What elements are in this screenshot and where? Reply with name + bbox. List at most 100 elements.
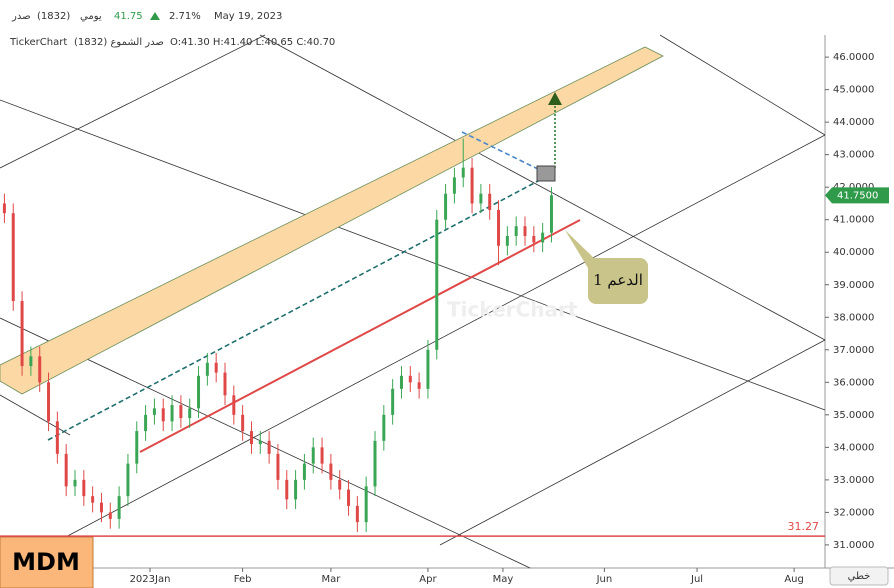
candle-body [55, 421, 59, 454]
candle-body [179, 405, 183, 419]
y-tick-label: 45.0000 [833, 85, 874, 96]
channel-band [0, 46, 664, 395]
candle-body [117, 496, 121, 519]
y-tick-label: 38.0000 [833, 312, 874, 323]
y-tick-label: 39.0000 [833, 280, 874, 291]
candle-body [514, 226, 518, 236]
scale-mode[interactable]: خطي [848, 571, 871, 582]
y-tick-label: 44.0000 [833, 117, 874, 128]
candle-body [329, 463, 333, 480]
candle-body [258, 440, 262, 445]
candle-body [188, 408, 192, 419]
candle-body [135, 431, 139, 464]
x-tick-label: Aug [784, 574, 804, 585]
marker-box [536, 165, 556, 182]
watermark: TickerChart [447, 298, 578, 322]
header-bar [0, 0, 894, 35]
candle-body [461, 167, 465, 178]
ticker-box [0, 536, 94, 588]
candle-body [488, 193, 492, 210]
candle-body [479, 193, 483, 204]
candle-body [320, 447, 324, 464]
candle-body [294, 479, 298, 500]
candle-body [523, 226, 527, 236]
code: (1832) [37, 11, 70, 22]
candle-body [347, 489, 351, 506]
period: يومي [80, 11, 102, 22]
candle-body [99, 502, 103, 513]
candle-body [444, 193, 448, 220]
y-tick-label: 32.0000 [833, 507, 874, 518]
x-tick-label: Jun [596, 574, 613, 585]
candle-body [497, 209, 501, 246]
scale-button[interactable] [829, 566, 889, 586]
brand: TickerChart [9, 37, 67, 48]
y-tick-label: 31.0000 [833, 540, 874, 551]
y-tick-label: 33.0000 [833, 475, 874, 486]
candle-body [126, 463, 130, 497]
candle-body [382, 414, 386, 441]
candle-body [426, 349, 430, 389]
ticker-label: MDM [12, 548, 80, 576]
trend-lines [0, 34, 826, 569]
candle-body [276, 453, 280, 480]
plot-area [0, 35, 825, 568]
candle-body [82, 479, 86, 497]
candle-body [452, 177, 456, 194]
candle-body [285, 479, 289, 500]
candle-body [355, 505, 359, 523]
candle-body [73, 479, 77, 487]
candle-body [249, 431, 253, 445]
candle-body [505, 235, 509, 246]
y-tick-label: 37.0000 [833, 345, 874, 356]
candle-body [435, 219, 439, 350]
y-tick-label: 34.0000 [833, 442, 874, 453]
y-tick-label: 46.0000 [833, 52, 874, 63]
candle-body [364, 486, 368, 523]
projection [461, 131, 541, 171]
x-tick-label: 2023Jan [130, 574, 171, 585]
candle-body [399, 375, 403, 389]
candle-body [20, 301, 24, 367]
candle-body [302, 463, 306, 480]
last-price-tag [825, 187, 889, 204]
x-tick-label: Mar [321, 574, 341, 585]
y-tick-label: 36.0000 [833, 377, 874, 388]
study: صدر الشموع (1832) [74, 37, 164, 48]
candle-body [373, 440, 377, 487]
candle-body [47, 382, 51, 422]
x-tick-label: Jul [690, 574, 703, 585]
symbol: صدر [11, 11, 31, 22]
candle-body [267, 440, 271, 454]
last: 41.75 [114, 11, 143, 22]
candle-body [152, 408, 156, 415]
candle-body [38, 356, 42, 383]
up-arrow [150, 12, 160, 20]
y-tick-label: 43.0000 [833, 150, 874, 161]
y-tick-label: 35.0000 [833, 410, 874, 421]
candle-body [197, 375, 201, 409]
support-trend [139, 219, 581, 453]
candle-body [232, 395, 236, 415]
y-tick-label: 40.0000 [833, 247, 874, 258]
candle-body [417, 382, 421, 389]
candle-body [205, 362, 209, 376]
candle-body [108, 512, 112, 519]
x-tick-label: Feb [234, 574, 252, 585]
candle-body [338, 479, 342, 490]
candle-body [549, 195, 553, 233]
candle-body [29, 356, 33, 367]
last-price-label: 41.7500 [837, 190, 878, 201]
ohlc: O:41.30 H:41.40 L:40.65 C:40.70 [170, 37, 335, 48]
candle-body [64, 453, 68, 487]
candle-body [391, 388, 395, 415]
callout-pointer [565, 230, 598, 268]
candle-body [541, 232, 545, 243]
candle-body [11, 213, 15, 302]
candle-body [170, 405, 174, 422]
candle-body [408, 375, 412, 383]
candle-body [161, 408, 165, 422]
dashed-trend [47, 179, 541, 441]
date: May 19, 2023 [214, 11, 282, 22]
